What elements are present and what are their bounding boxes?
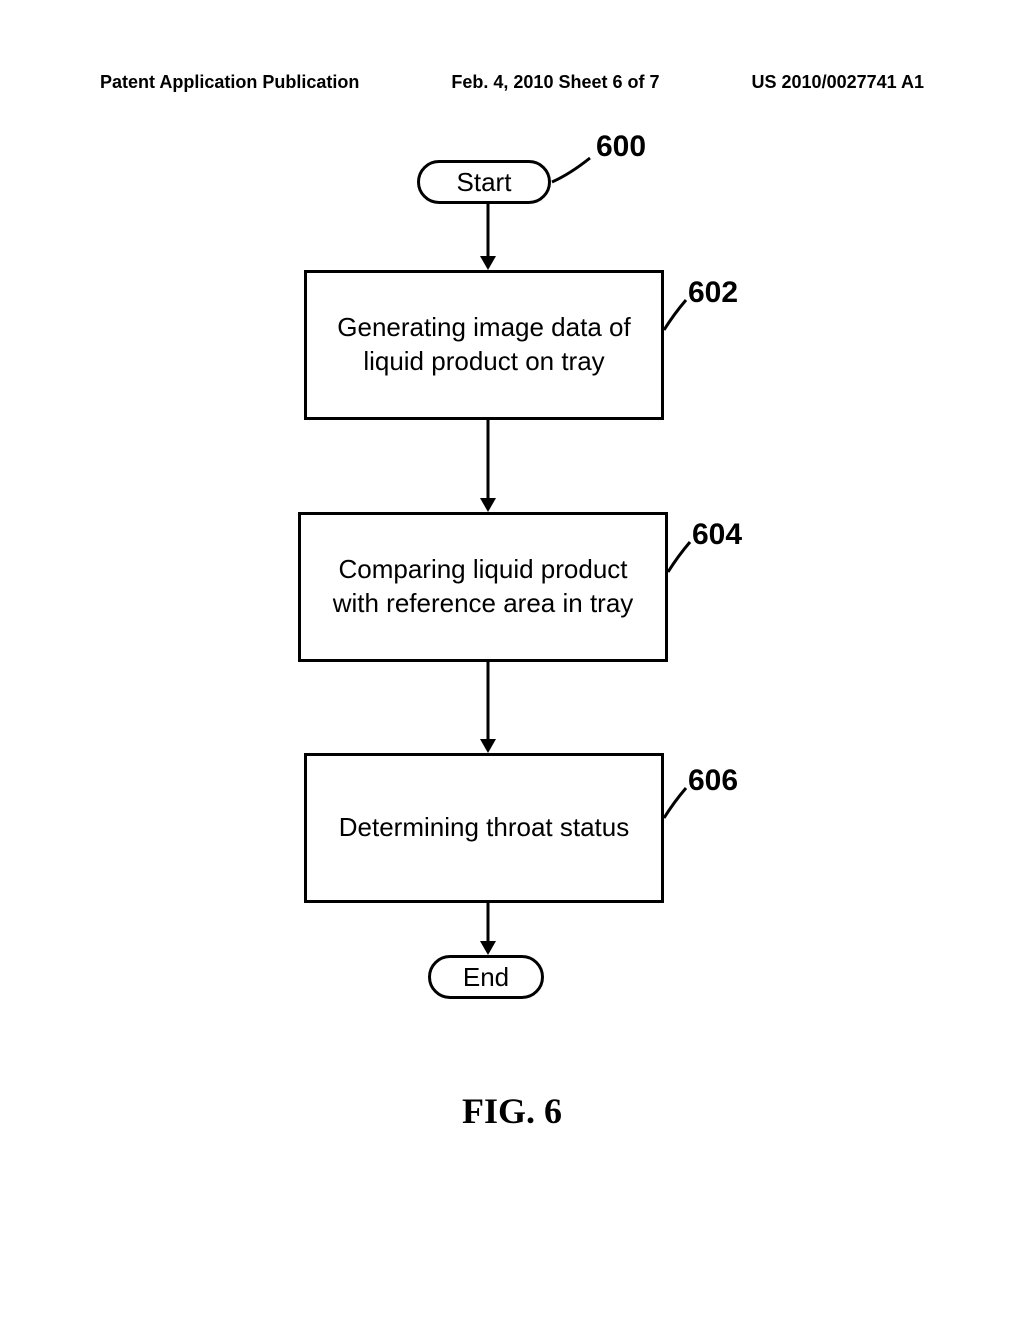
- node-604-label: Comparing liquid product with reference …: [319, 553, 647, 621]
- page-header: Patent Application Publication Feb. 4, 2…: [0, 72, 1024, 93]
- node-end: End: [428, 955, 544, 999]
- header-left: Patent Application Publication: [100, 72, 359, 93]
- node-602-label: Generating image data of liquid product …: [325, 311, 643, 379]
- figure-caption: FIG. 6: [0, 1090, 1024, 1132]
- node-602: Generating image data of liquid product …: [304, 270, 664, 420]
- node-start-label: Start: [457, 167, 512, 198]
- node-606: Determining throat status: [304, 753, 664, 903]
- arrow-602-604: [478, 420, 498, 516]
- node-606-label: Determining throat status: [339, 811, 629, 845]
- arrow-start-602: [478, 204, 498, 274]
- ref-606: 606: [688, 764, 738, 798]
- node-end-label: End: [463, 962, 509, 993]
- header-center: Feb. 4, 2010 Sheet 6 of 7: [451, 72, 659, 93]
- node-start: Start: [417, 160, 551, 204]
- node-604: Comparing liquid product with reference …: [298, 512, 668, 662]
- header-right: US 2010/0027741 A1: [752, 72, 924, 93]
- ref-602: 602: [688, 276, 738, 310]
- ref-600: 600: [596, 130, 646, 164]
- arrow-606-end: [478, 903, 498, 959]
- arrow-604-606: [478, 662, 498, 757]
- ref-604: 604: [692, 518, 742, 552]
